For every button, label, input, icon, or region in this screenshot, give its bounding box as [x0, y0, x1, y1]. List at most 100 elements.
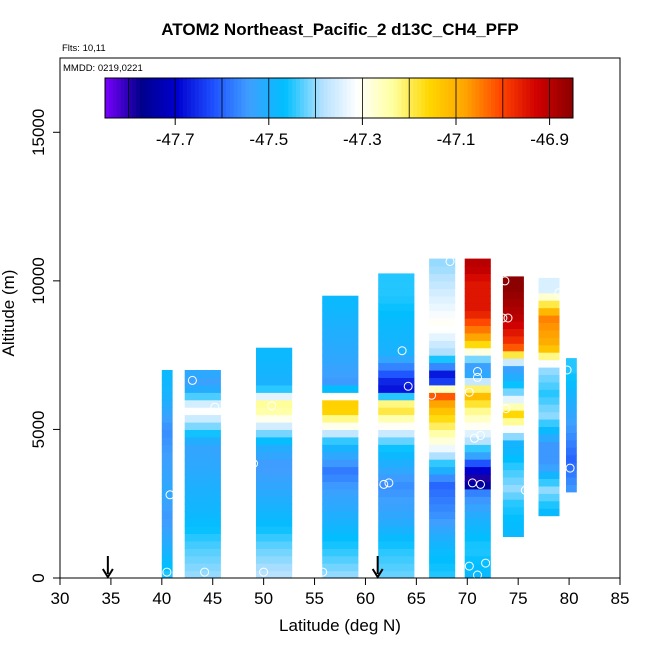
colorbar-segment: [428, 78, 434, 118]
heatmap-cell: [184, 481, 221, 490]
heatmap-cell: [161, 466, 173, 475]
colorbar-segment: [350, 78, 356, 118]
heatmap-cell: [184, 459, 221, 468]
plot-frame: [59, 57, 621, 579]
colorbar-segment: [155, 78, 161, 118]
heatmap-cell: [502, 432, 524, 441]
heatmap-cell: [184, 496, 221, 505]
sample-marker: [200, 567, 210, 577]
colorbar-segment: [303, 78, 309, 118]
heatmap-cell: [378, 377, 415, 386]
sample-marker: [403, 381, 413, 391]
heatmap-cell: [378, 325, 415, 334]
heatmap-cell: [464, 444, 491, 453]
colorbar-segment: [534, 78, 539, 118]
heatmap-cell: [429, 414, 456, 423]
colorbar-segment: [506, 78, 512, 118]
colorbar-segment: [163, 78, 168, 118]
colorbar-segment: [136, 78, 141, 118]
colorbar-segment: [128, 78, 133, 118]
heatmap-cell: [378, 488, 415, 497]
heatmap-cell: [322, 436, 359, 445]
heatmap-cell: [378, 540, 415, 549]
heatmap-cell: [464, 429, 491, 438]
heatmap-cell: [538, 359, 560, 368]
heatmap-cell: [502, 291, 524, 300]
heatmap-cell: [566, 425, 577, 433]
heatmap-cell: [322, 548, 359, 557]
sample-marker: [417, 469, 426, 479]
colorbar-segment: [284, 78, 289, 118]
colorbar-segment: [315, 78, 320, 118]
heatmap-cell: [322, 370, 359, 378]
heatmap-cell: [184, 518, 221, 527]
heatmap-cell: [502, 402, 524, 411]
colorbar-segment: [300, 78, 305, 118]
colorbar-tick-label: -47.7: [156, 130, 195, 149]
colorbar-segment: [452, 78, 457, 118]
colorbar-segment: [440, 78, 445, 118]
x-tick-label: 70: [458, 589, 477, 608]
heatmap-cell: [502, 387, 524, 396]
colorbar-segment: [171, 78, 176, 118]
heatmap-cell: [429, 370, 456, 378]
heatmap-cell: [256, 362, 293, 371]
heatmap-cell: [538, 285, 560, 294]
heatmap-cell: [502, 410, 524, 419]
colorbar-segment: [225, 78, 231, 118]
sample-marker: [481, 558, 491, 568]
heatmap-cell: [256, 570, 293, 578]
sample-marker: [379, 479, 389, 489]
heatmap-cell: [161, 511, 173, 520]
heatmap-cell: [256, 355, 293, 364]
colorbar-segment: [245, 78, 250, 118]
heatmap-cell: [322, 399, 359, 408]
flight-arrows: [102, 556, 384, 579]
sample-marker: [493, 399, 503, 409]
sample-marker: [562, 365, 572, 375]
x-tick-label: 40: [152, 589, 171, 608]
heatmap-cell: [184, 511, 221, 520]
heatmap-cell: [464, 295, 491, 304]
colorbar-segment: [381, 78, 387, 118]
heatmap-cell: [464, 347, 491, 356]
colorbar-segment: [296, 78, 301, 118]
heatmap-cell: [502, 350, 524, 359]
heatmap-cell: [502, 313, 524, 322]
heatmap-cell: [322, 325, 359, 334]
heatmap-cell: [538, 478, 560, 487]
heatmap-cell: [378, 318, 415, 326]
heatmap-cell: [322, 303, 359, 312]
heatmap-cell: [429, 325, 456, 334]
heatmap-cell: [161, 474, 173, 482]
heatmap-cell: [256, 414, 293, 423]
heatmap-cell: [502, 358, 524, 367]
heatmap-cell: [502, 365, 524, 374]
colorbar-segment: [105, 78, 110, 118]
heatmap-cell: [256, 377, 293, 386]
heatmap-cell: [322, 429, 359, 438]
colorbar-segment: [569, 78, 574, 118]
heatmap-cell: [464, 488, 491, 497]
heatmap-cell: [538, 493, 560, 502]
x-tick-label: 60: [356, 589, 375, 608]
heatmap-cell: [538, 508, 560, 517]
heatmap-cell: [538, 471, 560, 479]
colorbar-segment: [459, 78, 465, 118]
heatmap-cell: [161, 422, 173, 430]
heatmap-cell: [566, 417, 577, 426]
heatmap-cell: [378, 548, 415, 557]
heatmap-cell: [566, 454, 577, 463]
heatmap-cell: [502, 462, 524, 471]
heatmap-cell: [429, 563, 456, 572]
colorbar-segment: [522, 78, 527, 118]
heatmap-cell: [464, 555, 491, 564]
heatmap-cell: [256, 533, 293, 542]
sample-marker: [445, 257, 455, 266]
colorbar-segment: [518, 78, 523, 118]
heatmap-cell: [184, 503, 221, 512]
colorbar-segment: [147, 78, 153, 118]
colorbar-segment: [463, 78, 469, 118]
colorbar-segment: [339, 78, 344, 118]
heatmap-cell: [184, 399, 221, 408]
